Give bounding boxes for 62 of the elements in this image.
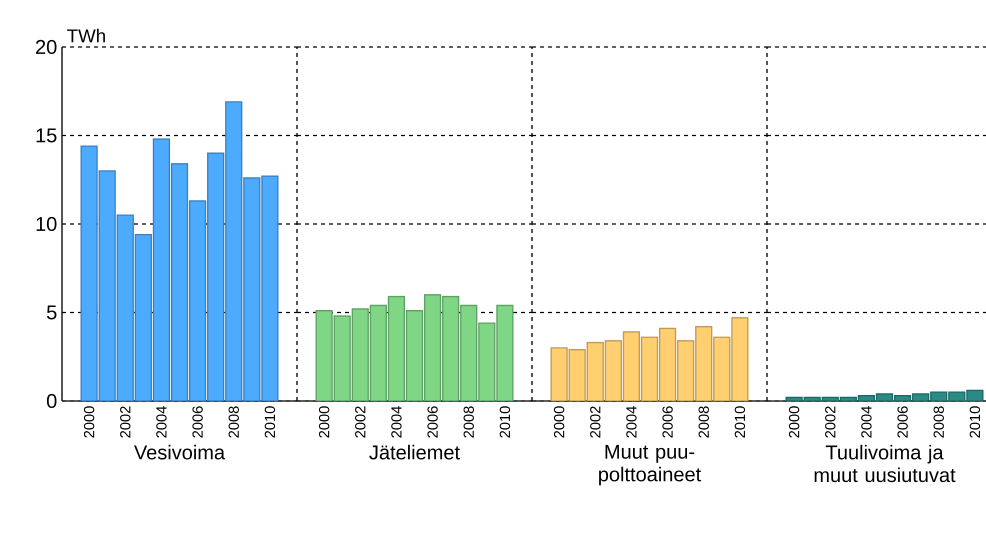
x-tick-label: 2002 bbox=[120, 406, 130, 438]
x-tick-label: 2008 bbox=[464, 406, 474, 438]
x-tick-label: 2000 bbox=[84, 406, 94, 438]
bar bbox=[334, 315, 351, 401]
x-tick-label: 2004 bbox=[626, 406, 637, 438]
bar bbox=[225, 101, 242, 401]
x-tick-label: 2002 bbox=[590, 406, 600, 438]
x-tick-label: 2006 bbox=[897, 406, 908, 438]
x-tick-label: 2006 bbox=[192, 406, 203, 438]
bar bbox=[315, 310, 333, 401]
x-tick-label: 2010 bbox=[264, 406, 276, 438]
x-tick-label: 2002 bbox=[355, 406, 366, 438]
bar bbox=[134, 234, 152, 401]
bar bbox=[442, 296, 460, 401]
y-tick-label: 20 bbox=[36, 40, 56, 54]
bar bbox=[370, 304, 387, 401]
y-tick-label: 15 bbox=[36, 128, 56, 142]
x-tick-label: 2004 bbox=[156, 406, 167, 438]
bar bbox=[98, 170, 116, 401]
bar bbox=[80, 145, 98, 401]
y-tick-label: 10 bbox=[36, 216, 56, 232]
bar bbox=[188, 200, 206, 401]
bar bbox=[478, 322, 496, 401]
x-tick-label: 2010 bbox=[500, 406, 510, 438]
bar bbox=[424, 294, 442, 401]
x-axis-title: Muut puu-polttoaineet bbox=[599, 444, 702, 486]
bar bbox=[388, 296, 406, 401]
bar bbox=[170, 163, 188, 401]
bar bbox=[640, 336, 658, 401]
bar bbox=[731, 317, 749, 401]
bar bbox=[695, 326, 712, 401]
x-tick-label: 2008 bbox=[698, 406, 709, 438]
x-tick-label: 2000 bbox=[788, 406, 800, 438]
x-tick-label: 2010 bbox=[734, 406, 746, 438]
bar bbox=[352, 308, 369, 401]
x-axis-title: Jäteliemet bbox=[369, 444, 460, 460]
x-tick-label: 2004 bbox=[861, 406, 872, 438]
x-tick-label: 2008 bbox=[934, 406, 944, 438]
bar bbox=[261, 176, 279, 401]
x-tick-label: 2006 bbox=[427, 406, 438, 438]
x-tick-label: 2006 bbox=[662, 406, 673, 438]
x-tick-label: 2000 bbox=[318, 406, 330, 438]
bar bbox=[622, 331, 640, 401]
x-tick-label: 2004 bbox=[391, 406, 402, 438]
bar bbox=[152, 138, 170, 401]
x-tick-label: 2010 bbox=[970, 406, 980, 438]
bar bbox=[496, 304, 514, 401]
x-axis-title: Tuulivoima ja muut uusiutuvat bbox=[814, 444, 956, 482]
x-tick-label: 2002 bbox=[825, 406, 836, 438]
x-tick-label: 2000 bbox=[554, 406, 564, 438]
bar bbox=[460, 304, 478, 401]
bar bbox=[243, 177, 260, 401]
y-tick-label: 0 bbox=[46, 394, 57, 408]
bar bbox=[586, 342, 604, 401]
bar bbox=[406, 310, 424, 401]
y-axis-title: TWh bbox=[67, 28, 105, 42]
y-tick-label: 5 bbox=[46, 306, 56, 320]
x-tick-label: 2008 bbox=[228, 406, 239, 438]
bar bbox=[116, 214, 134, 401]
bar bbox=[658, 328, 676, 401]
bar bbox=[207, 152, 224, 401]
x-axis-title: Vesivoima bbox=[134, 444, 226, 460]
